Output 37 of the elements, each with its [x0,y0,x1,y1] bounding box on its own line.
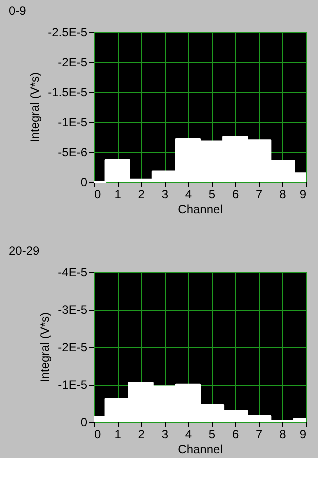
y-tick-label: -1.5E-5 [48,86,88,100]
y-tick-label: -5E-6 [58,146,88,160]
y-tick-label: 0 [80,416,88,430]
x-tick-label: 9 [300,188,307,202]
chart-title: 20-29 [9,244,40,258]
y-tick-label: -4E-5 [58,266,88,280]
x-tick-label: 3 [162,428,169,442]
x-tick-label: 8 [280,428,287,442]
y-tick-label: 0 [80,176,88,190]
y-tick-label: -2E-5 [58,340,88,354]
x-tick-label: 7 [256,188,264,202]
x-tick-label: 5 [208,188,216,202]
x-tick-label: 9 [300,428,307,442]
y-tick-label: -1E-5 [58,116,88,130]
y-tick-label: -2E-5 [58,56,88,70]
x-axis-title: Channel [178,202,223,216]
x-tick-label: 6 [232,428,240,442]
x-tick-label: 1 [114,428,122,442]
x-tick-label: 0 [94,428,102,442]
x-tick-label: 1 [114,188,122,202]
y-tick-label: -2.5E-5 [48,26,88,40]
x-axis-title: Channel [178,442,223,456]
x-tick-label: 2 [138,188,146,202]
x-tick-label: 6 [232,188,240,202]
x-tick-label: 4 [185,428,192,442]
x-tick-label: 2 [138,428,146,442]
x-tick-label: 8 [280,188,287,202]
x-tick-label: 3 [162,188,169,202]
x-tick-label: 7 [256,428,264,442]
y-axis-title: Integral (V*s) [38,312,52,383]
x-tick-label: 4 [185,188,192,202]
y-tick-label: -3E-5 [58,303,88,317]
y-axis-title: Integral (V*s) [28,72,42,143]
chart-title: 0-9 [9,4,27,18]
x-tick-label: 0 [94,188,102,202]
y-tick-label: -1E-5 [58,378,88,392]
x-tick-label: 5 [208,428,216,442]
